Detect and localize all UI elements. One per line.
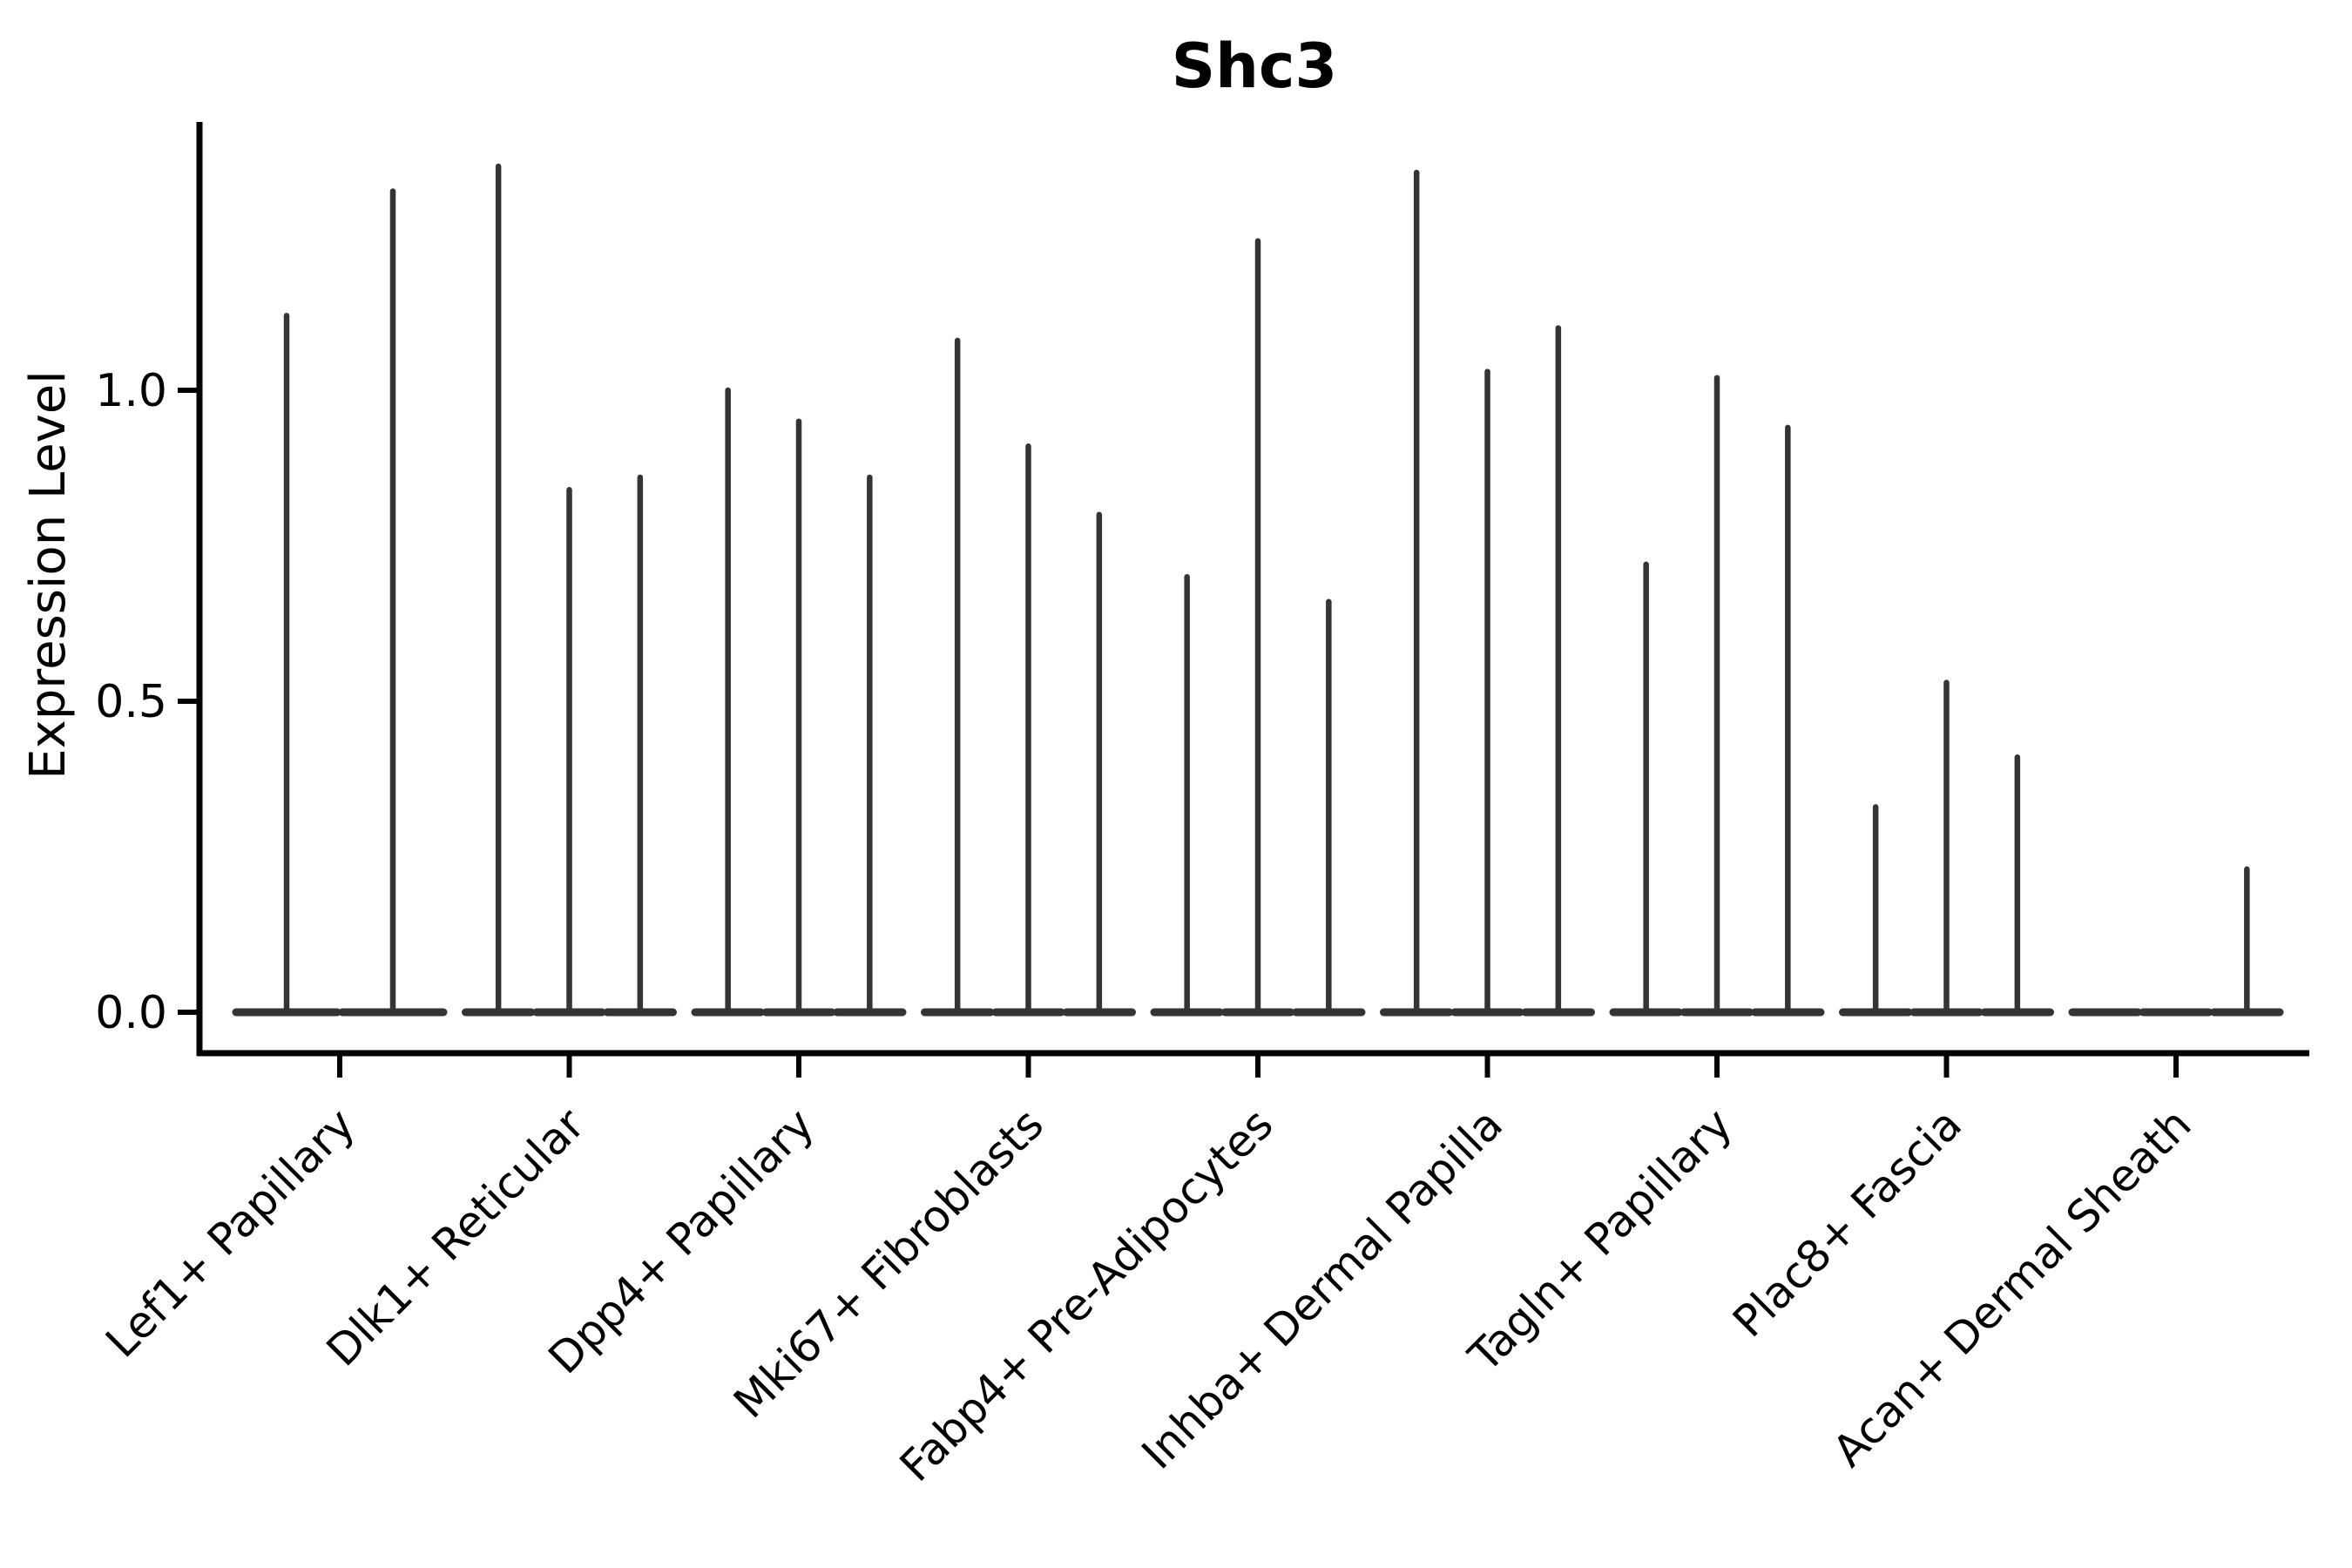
- violin-group: [1150, 238, 1366, 1017]
- violins: [232, 163, 2284, 1017]
- y-axis-label: Expression Level: [20, 370, 77, 780]
- violin-group: [2068, 866, 2284, 1017]
- x-tick-label: Lef1+ Papillary: [96, 1098, 364, 1367]
- chart-title: Shc3: [1172, 30, 1337, 102]
- y-tick-label: 0.0: [95, 987, 167, 1039]
- violin-group: [1380, 169, 1595, 1017]
- violin-group: [1609, 375, 1825, 1017]
- y-tick-label: 0.5: [95, 676, 167, 728]
- violin-group: [462, 163, 677, 1017]
- y-tick-label: 1.0: [95, 365, 167, 417]
- violin-group: [921, 337, 1136, 1017]
- x-tick-label: Fabp4+ Pre-Adipocytes: [890, 1098, 1283, 1491]
- violin-group: [232, 188, 448, 1017]
- violin-group: [691, 387, 907, 1017]
- x-tick-label: Plac8+ Fascia: [1723, 1098, 1971, 1347]
- axes: [178, 122, 2309, 1078]
- violin-group: [1839, 679, 2054, 1017]
